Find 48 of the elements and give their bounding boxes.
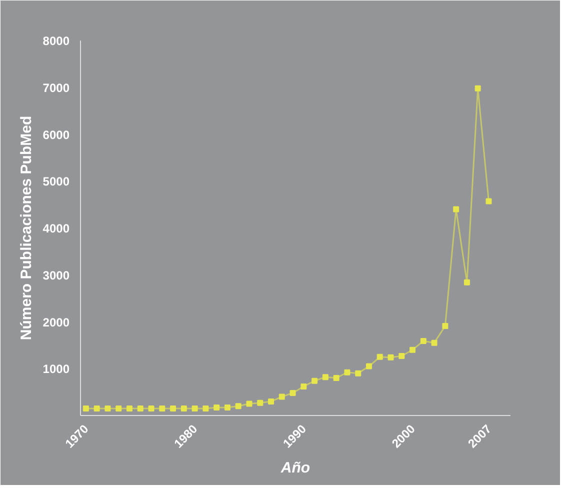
point [170,405,176,412]
point [224,404,230,411]
point [116,405,122,412]
point [214,404,220,411]
y-tick-label: 2000 [42,315,70,330]
point [257,400,264,406]
point [355,370,362,376]
point [442,322,448,329]
point [104,405,111,412]
point [300,383,307,390]
point [180,405,187,412]
point [420,338,426,344]
y-tick-label: 6000 [42,128,70,142]
y-tick-label: 8000 [42,34,70,48]
y-tick-label: 3000 [42,268,70,282]
point [366,363,372,370]
point [376,354,383,360]
point [312,378,318,384]
point [94,405,100,412]
point [453,206,460,212]
y-tick-label: 4000 [42,222,70,236]
point [192,405,198,412]
x-axis-title: Año [280,460,310,477]
y-tick-label: 1000 [42,362,70,376]
point [398,352,405,359]
point [268,398,274,404]
point [137,405,144,412]
point [148,405,154,412]
point [159,405,166,412]
point [246,400,252,407]
point [344,369,350,376]
point [126,405,132,412]
point [278,394,285,400]
y-tick-label: 5000 [42,174,70,189]
point [410,346,416,353]
point [486,198,492,204]
point [431,340,438,346]
point [474,85,481,92]
point [235,403,242,410]
y-axis-title: Número Publicaciones PubMed [18,116,35,340]
point [202,405,209,412]
point [333,375,340,381]
point [464,279,470,286]
point [82,405,89,412]
point [290,390,296,396]
point [388,354,394,360]
point [322,374,328,380]
y-tick-label: 7000 [42,80,70,95]
